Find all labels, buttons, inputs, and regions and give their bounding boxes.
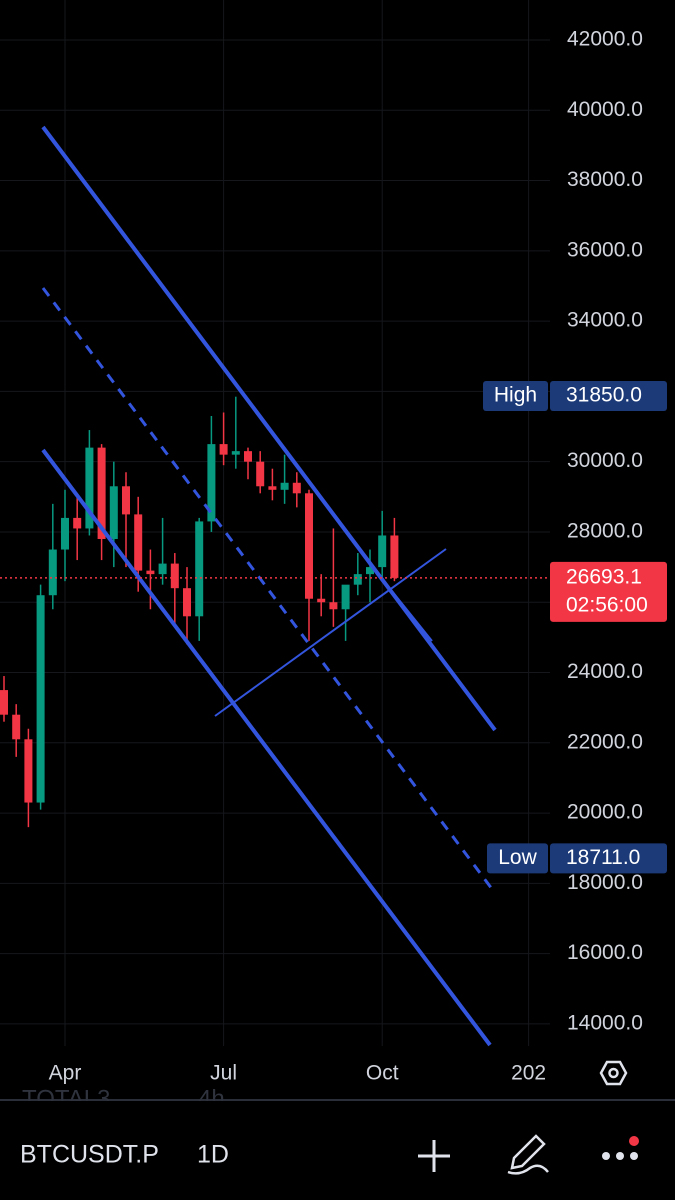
candle-body: [48, 549, 57, 596]
countdown: 02:56:00: [566, 593, 648, 616]
toolbar: [0, 1100, 675, 1200]
marker-name: Low: [498, 846, 537, 869]
marker-name: High: [494, 384, 537, 407]
channel-lower[interactable]: [41, 448, 492, 1047]
marker-tag: [487, 843, 548, 874]
marker-box: [550, 381, 667, 411]
x-axis-mask: [550, 1050, 675, 1098]
trend-line[interactable]: [382, 579, 433, 642]
toolbar-mask: [0, 1101, 675, 1111]
marker-price: 18711.0: [566, 846, 640, 869]
candle-body: [219, 444, 228, 455]
candle-body: [231, 451, 240, 455]
interval[interactable]: 1D: [197, 1141, 229, 1169]
x-tick-label: Oct: [366, 1062, 399, 1085]
candle-body: [73, 517, 82, 529]
y-tick-label: 14000.0: [567, 1011, 643, 1034]
candle-body: [292, 482, 301, 494]
add-button[interactable]: [418, 1140, 450, 1172]
candle-body: [195, 521, 204, 617]
x-tick-label: Apr: [49, 1062, 82, 1085]
trend-line[interactable]: [214, 548, 447, 717]
candle-body: [122, 486, 130, 515]
y-tick-label: 42000.0: [567, 28, 643, 51]
candle-body: [207, 444, 216, 522]
candle-body: [24, 739, 33, 803]
channel-upper[interactable]: [41, 125, 497, 732]
candles: [0, 396, 399, 828]
channel-mid[interactable]: [41, 287, 497, 894]
y-tick-label: 24000.0: [567, 660, 643, 683]
candle-body: [146, 570, 155, 575]
candle-body: [378, 535, 387, 568]
last-price-label: 26693.1: [566, 565, 642, 588]
y-tick-label: 34000.0: [567, 309, 643, 332]
candle-body: [61, 517, 69, 550]
y-tick-label: 16000.0: [567, 941, 643, 964]
candle-body: [268, 486, 277, 490]
candle-body: [341, 584, 350, 610]
candle-body: [183, 588, 191, 617]
last-price-box: [550, 561, 667, 622]
candle-body: [317, 598, 326, 603]
more-button[interactable]: [602, 1136, 639, 1160]
candle-body: [109, 486, 118, 539]
candle-body: [134, 514, 143, 571]
marker-price: 31850.0: [566, 384, 642, 407]
price-axis: 14000.0 16000.0 18000.0 20000.0 22000.0 24000…: [0, 28, 675, 1098]
candle-body: [280, 482, 289, 490]
candle-body: [170, 563, 179, 589]
y-tick-label: 22000.0: [567, 730, 643, 753]
candle-body: [97, 447, 106, 539]
draw-button[interactable]: [507, 1134, 549, 1175]
y-tick-label: 36000.0: [567, 238, 643, 261]
candle-body: [366, 567, 374, 575]
symbol[interactable]: BTCUSDT.P: [20, 1141, 159, 1169]
candle-body: [158, 563, 167, 575]
drawings: [41, 125, 497, 1047]
y-tick-label: 30000.0: [567, 449, 643, 472]
y-tick-label: 40000.0: [567, 98, 643, 121]
candle-body: [256, 461, 265, 487]
x-tick-label: Jul: [210, 1062, 237, 1085]
y-tick-label: 20000.0: [567, 801, 643, 824]
candle-body: [353, 574, 362, 585]
grid: [0, 0, 550, 1046]
candle-body: [329, 602, 338, 610]
marker-box: [550, 843, 667, 874]
candle-body: [85, 447, 94, 529]
settings-button[interactable]: [599, 1060, 628, 1086]
x-tick-label: 202: [511, 1062, 546, 1085]
candle-body: [36, 595, 45, 803]
candle-body: [305, 493, 313, 599]
candle-body: [244, 451, 252, 462]
candle-body: [390, 535, 399, 578]
candle-body: [0, 690, 8, 715]
marker-tag: [483, 381, 548, 411]
candle-body: [12, 714, 21, 740]
y-tick-label: 18000.0: [567, 871, 643, 894]
y-tick-label: 38000.0: [567, 168, 643, 191]
y-tick-label: 28000.0: [567, 520, 643, 543]
